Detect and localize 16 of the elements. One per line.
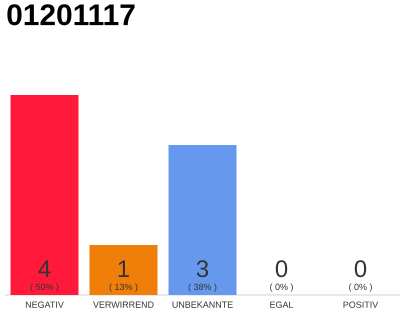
annotation: ( 0% ) bbox=[349, 283, 372, 292]
annotation: ( 38% ) bbox=[188, 283, 216, 292]
annotation: ( 13% ) bbox=[110, 283, 138, 292]
data-label: 4 bbox=[38, 260, 50, 277]
x-tick-label: NEGATIV bbox=[26, 302, 64, 308]
data-label: 3 bbox=[196, 260, 208, 278]
x-tick-label: POSITIV bbox=[344, 302, 378, 308]
annotation: ( 50% ) bbox=[30, 283, 58, 292]
x-tick-label: VERWIRREND bbox=[92, 302, 154, 308]
data-label: 1 bbox=[118, 260, 129, 277]
annotation: ( 0% ) bbox=[270, 283, 293, 292]
x-tick-label: EGAL bbox=[270, 302, 294, 308]
data-label: 0 bbox=[276, 260, 288, 278]
chart-title: 01201117 bbox=[7, 4, 135, 26]
data-label: 0 bbox=[354, 260, 366, 278]
x-tick-label: UNBEKANNTE bbox=[172, 302, 233, 308]
